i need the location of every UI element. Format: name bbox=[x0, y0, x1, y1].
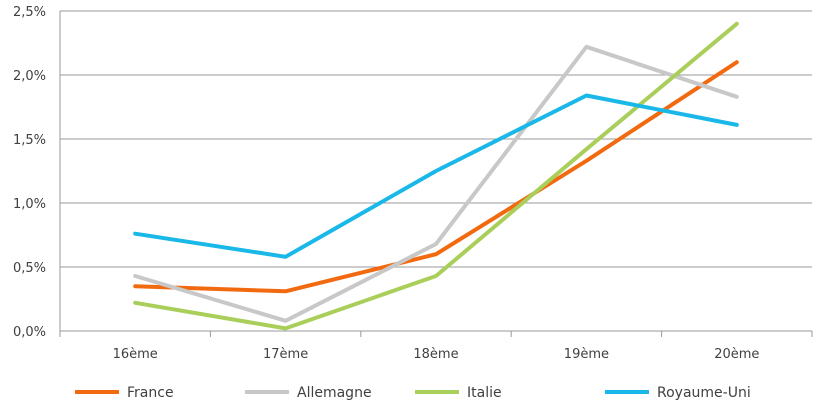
y-tick-label: 1,5% bbox=[13, 133, 46, 148]
legend-label: France bbox=[127, 385, 174, 401]
y-tick-label: 1,0% bbox=[13, 197, 46, 212]
x-tick-label: 20ème bbox=[714, 347, 759, 362]
gridlines bbox=[60, 10, 812, 332]
x-axis: 16ème 17ème 18ème 19ème 20ème bbox=[59, 331, 813, 362]
legend: France Allemagne Italie Royaume-Uni bbox=[75, 385, 751, 401]
x-tick-label: 18ème bbox=[413, 347, 458, 362]
legend-label: Allemagne bbox=[297, 385, 372, 401]
x-tick-label: 19ème bbox=[564, 347, 609, 362]
y-tick-label: 2,5% bbox=[13, 5, 46, 20]
y-tick-label: 0,5% bbox=[13, 261, 46, 276]
series-line-italie bbox=[133, 21, 739, 331]
y-tick-label: 2,0% bbox=[13, 69, 46, 84]
series-line-france bbox=[133, 60, 739, 294]
series-lines bbox=[133, 21, 739, 331]
x-tick-label: 17ème bbox=[263, 347, 308, 362]
x-tick-label: 16ème bbox=[113, 347, 158, 362]
y-tick-label: 0,0% bbox=[13, 325, 46, 340]
legend-label: Royaume-Uni bbox=[657, 385, 751, 401]
series-line-allemagne bbox=[133, 44, 739, 323]
legend-label: Italie bbox=[467, 385, 502, 401]
series-line-royaume-uni bbox=[133, 93, 739, 259]
y-axis: 0,0% 0,5% 1,0% 1,5% 2,0% 2,5% bbox=[13, 5, 61, 340]
